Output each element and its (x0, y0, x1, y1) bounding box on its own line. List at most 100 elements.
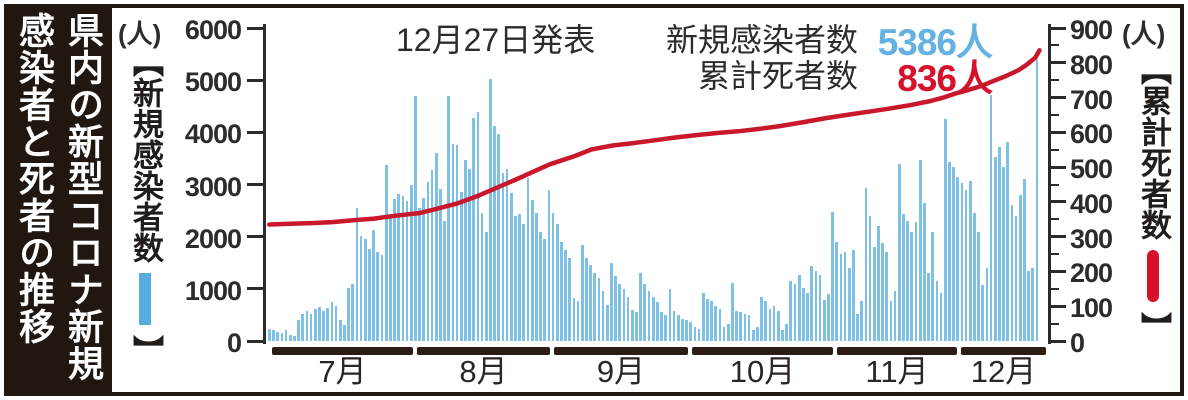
right-minor-tick (1051, 113, 1059, 116)
daily-cases-bar (593, 273, 597, 341)
daily-cases-bar (635, 312, 638, 341)
daily-cases-bar (443, 221, 446, 341)
daily-cases-bar (985, 268, 989, 341)
left-tick (247, 78, 263, 82)
daily-cases-bar (789, 281, 793, 341)
daily-cases-bar (655, 301, 659, 341)
month-bar (417, 347, 550, 355)
daily-cases-bar (351, 284, 355, 341)
daily-cases-bar (493, 126, 496, 341)
daily-cases-bar (505, 168, 509, 341)
daily-cases-bar (693, 326, 697, 341)
deaths-legend-label: 累計死者数 (697, 58, 858, 94)
right-tick-label: 800 (1070, 49, 1113, 80)
daily-cases-bar (735, 310, 738, 341)
daily-cases-bar (839, 254, 843, 341)
daily-cases-bar (376, 251, 380, 341)
daily-cases-bar (939, 292, 943, 341)
right-minor-tick (1051, 183, 1059, 186)
daily-cases-bar (797, 274, 801, 341)
daily-cases-bar (301, 313, 305, 341)
left-tick-label: 6000 (184, 15, 242, 45)
daily-cases-bar (405, 201, 409, 341)
right-minor-tick (1051, 148, 1059, 151)
daily-cases-bar (831, 211, 834, 341)
daily-cases-bar (981, 284, 985, 341)
daily-cases-bar (272, 329, 275, 341)
right-axis-line (1048, 24, 1051, 344)
daily-cases-bar (881, 243, 884, 341)
month-label: 12月 (970, 354, 1037, 389)
left-tick (247, 339, 263, 343)
daily-cases-bar (480, 213, 484, 341)
daily-cases-bar (743, 313, 747, 341)
new-cases-value: 5386人 (877, 22, 993, 63)
deaths-polyline (267, 48, 1042, 227)
daily-cases-bar (902, 214, 905, 341)
daily-cases-bar (343, 325, 346, 341)
daily-cases-bar (664, 314, 668, 341)
right-tick-label: 500 (1070, 154, 1113, 185)
daily-cases-bar (860, 300, 864, 341)
daily-cases-bar (530, 200, 534, 341)
daily-cases-bar (535, 212, 538, 341)
daily-cases-bar (414, 95, 417, 341)
right-tick-label: 900 (1070, 15, 1113, 45)
daily-cases-bar (998, 147, 1001, 341)
daily-cases-bar (268, 328, 271, 341)
right-tick-label: 300 (1070, 223, 1113, 254)
right-tick-label: 0 (1070, 328, 1085, 358)
left-axis-unit: (人) (118, 19, 162, 49)
daily-cases-bar (326, 308, 330, 341)
daily-cases-bars (268, 28, 1048, 341)
daily-cases-bar (626, 296, 630, 341)
daily-cases-bar (639, 273, 642, 341)
daily-cases-bar (418, 208, 421, 341)
daily-cases-bar (806, 292, 809, 341)
cases-bar-legend-swatch (139, 273, 151, 325)
daily-cases-bar (526, 178, 530, 341)
daily-cases-bar (572, 297, 576, 341)
month-label: 8月 (459, 354, 508, 389)
daily-cases-bar (897, 163, 901, 341)
daily-cases-bar (847, 268, 851, 341)
right-tick-label: 400 (1070, 188, 1113, 219)
daily-cases-bar (280, 332, 284, 341)
daily-cases-bar (989, 94, 993, 341)
daily-cases-bar (355, 207, 359, 341)
right-tick (1051, 304, 1066, 308)
daily-cases-bar (802, 287, 805, 341)
daily-cases-bar (960, 182, 964, 341)
right-minor-tick (1051, 322, 1059, 325)
daily-cases-bar (922, 202, 926, 341)
daily-cases-bar (330, 302, 334, 341)
daily-cases-bar (956, 176, 960, 341)
daily-cases-bar (618, 283, 622, 341)
daily-cases-bar (910, 232, 914, 341)
daily-cases-bar (768, 308, 772, 341)
daily-cases-bar (785, 323, 788, 341)
daily-cases-bar (497, 133, 501, 341)
daily-cases-bar (439, 188, 442, 341)
month-label: 7月 (318, 354, 367, 389)
daily-cases-bar (568, 257, 572, 341)
month-bar (837, 347, 957, 355)
announce-date: 12月27日発表 (396, 22, 596, 58)
daily-cases-bar (426, 181, 430, 341)
daily-cases-bar (726, 323, 730, 341)
right-tick (1051, 165, 1066, 169)
daily-cases-bar (276, 331, 280, 341)
daily-cases-bar (964, 189, 968, 341)
month-bar (272, 347, 413, 355)
daily-cases-bar (543, 238, 547, 341)
daily-cases-bar (363, 238, 367, 341)
daily-cases-bar (472, 117, 476, 341)
right-axis-caption-close: 】 (1136, 312, 1171, 343)
daily-cases-bar (451, 143, 455, 341)
left-tick-label: 3000 (184, 171, 242, 202)
right-tick-label: 200 (1070, 258, 1113, 289)
daily-cases-bar (393, 199, 396, 341)
right-tick (1051, 96, 1066, 100)
daily-cases-bar (580, 244, 584, 341)
daily-cases-bar (380, 254, 384, 341)
